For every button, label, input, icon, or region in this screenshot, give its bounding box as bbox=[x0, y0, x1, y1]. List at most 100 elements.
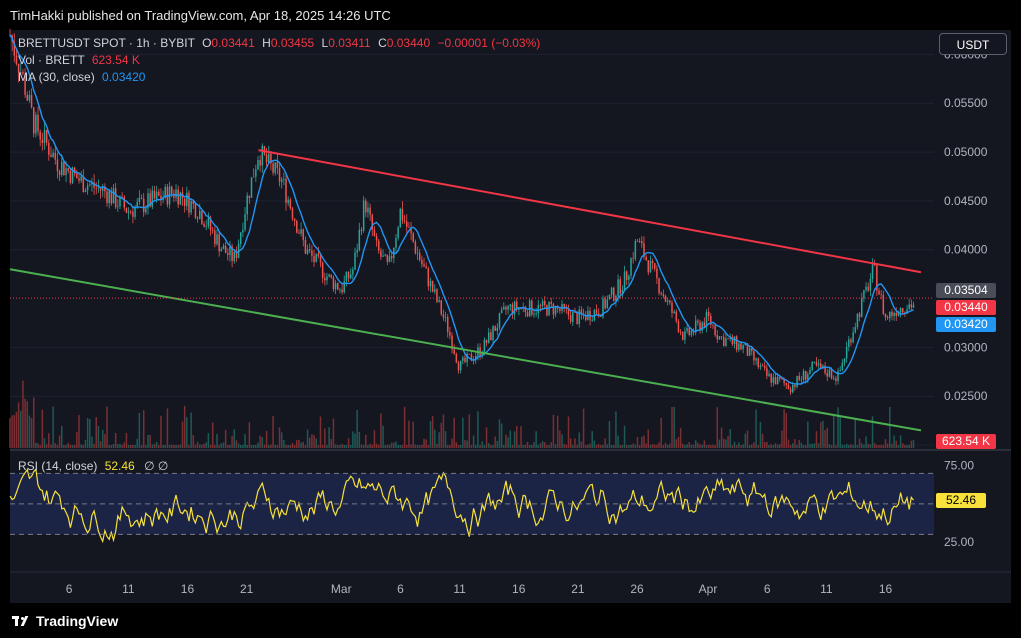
time-axis[interactable]: 6 11 16 21 Mar 6 11 16 21 26 Apr 6 11 16 bbox=[66, 582, 893, 596]
symbol-title[interactable]: BRETTUSDT SPOT · 1h · BYBIT bbox=[18, 36, 195, 50]
candle-body bbox=[908, 304, 910, 310]
volume-bar bbox=[858, 438, 861, 448]
candle-body bbox=[345, 271, 348, 282]
candle bbox=[250, 177, 253, 199]
candle-body bbox=[313, 255, 315, 262]
volume-bar bbox=[110, 445, 113, 448]
volume-bar bbox=[418, 444, 421, 448]
candle-body bbox=[787, 384, 790, 389]
candle bbox=[205, 219, 207, 231]
candle bbox=[824, 361, 826, 376]
candle bbox=[151, 185, 154, 210]
candle bbox=[720, 336, 723, 340]
candle-body bbox=[518, 308, 520, 310]
candle-body bbox=[662, 294, 665, 296]
footer: TradingView bbox=[0, 603, 1021, 638]
candle bbox=[313, 249, 315, 267]
candle bbox=[759, 362, 762, 371]
volume-bar bbox=[304, 444, 307, 448]
candle-body bbox=[591, 320, 593, 321]
ma-label[interactable]: MA (30, close) bbox=[18, 70, 95, 84]
volume-bar bbox=[608, 421, 611, 448]
candle bbox=[572, 311, 574, 326]
volume-bar bbox=[71, 445, 74, 448]
candle bbox=[341, 283, 343, 295]
volume-bar bbox=[211, 422, 214, 448]
rsi-label[interactable]: RSI (14, close) bbox=[18, 459, 98, 473]
volume-bar bbox=[84, 439, 87, 448]
candle bbox=[291, 206, 294, 221]
volume-bar bbox=[356, 409, 358, 448]
volume-bar bbox=[787, 439, 790, 448]
volume-bar bbox=[324, 428, 326, 448]
candle-body bbox=[196, 218, 199, 219]
candle bbox=[24, 68, 26, 99]
candle-body bbox=[239, 232, 242, 244]
volume-bar bbox=[13, 415, 16, 448]
volume-bar bbox=[509, 430, 512, 448]
volume-bar bbox=[349, 444, 352, 448]
volume-bar bbox=[145, 444, 147, 448]
candle bbox=[811, 361, 813, 372]
volume-bar bbox=[828, 443, 831, 448]
volume-bar bbox=[856, 444, 859, 448]
volume-bar bbox=[634, 444, 637, 448]
volume-bar bbox=[334, 444, 337, 448]
tradingview-brand[interactable]: TradingView bbox=[12, 613, 118, 629]
candle bbox=[559, 307, 561, 314]
volume-bar bbox=[384, 445, 386, 448]
candle-body bbox=[35, 114, 37, 134]
candle-body bbox=[138, 197, 141, 202]
volume-bar bbox=[804, 444, 807, 448]
candle-body bbox=[841, 362, 844, 370]
candle-body bbox=[740, 343, 742, 350]
rsi-guides bbox=[10, 472, 934, 535]
currency-button[interactable]: USDT bbox=[939, 33, 1007, 55]
candle bbox=[296, 219, 298, 234]
candle-body bbox=[487, 332, 490, 344]
candle bbox=[20, 62, 22, 75]
candle-body bbox=[779, 376, 781, 379]
open-value: 0.03441 bbox=[211, 36, 255, 50]
candle bbox=[397, 225, 399, 241]
candle bbox=[274, 162, 276, 176]
candle bbox=[110, 187, 113, 206]
candle bbox=[272, 161, 274, 176]
candle-body bbox=[537, 304, 540, 314]
price-axis[interactable]: 0.060000.055000.050000.045000.040000.030… bbox=[944, 47, 988, 452]
candle bbox=[697, 318, 699, 326]
candle-body bbox=[705, 311, 708, 327]
volume-label[interactable]: Vol · BRETT bbox=[18, 53, 85, 67]
open-label: O bbox=[202, 36, 212, 50]
candle-body bbox=[242, 229, 244, 233]
candle bbox=[826, 368, 829, 382]
volume-bar bbox=[43, 438, 46, 448]
candle-body bbox=[50, 154, 52, 158]
volume-bar bbox=[869, 444, 872, 448]
candle bbox=[832, 375, 835, 381]
candle-body bbox=[878, 290, 880, 295]
time-tick-label: 11 bbox=[453, 582, 466, 596]
candle-body bbox=[906, 309, 908, 314]
candle bbox=[630, 257, 632, 279]
volume-bar bbox=[820, 422, 822, 448]
volume-bar bbox=[410, 444, 412, 448]
candle bbox=[95, 182, 98, 195]
candle bbox=[694, 315, 697, 336]
candle bbox=[722, 333, 725, 347]
volume-bar bbox=[656, 444, 658, 448]
candle-body bbox=[166, 186, 169, 205]
time-tick-label: 16 bbox=[879, 582, 893, 596]
volume-bar bbox=[783, 409, 785, 448]
resistance-trendline[interactable] bbox=[258, 149, 922, 274]
candle-body bbox=[800, 379, 803, 381]
candle-body bbox=[214, 230, 216, 245]
volume-bar bbox=[610, 444, 613, 448]
candle-body bbox=[255, 169, 257, 177]
tradingview-brand-label: TradingView bbox=[36, 613, 119, 629]
candle-body bbox=[559, 308, 561, 311]
candle-body bbox=[39, 131, 41, 140]
candle bbox=[347, 271, 350, 283]
support-trendline[interactable] bbox=[9, 268, 922, 432]
